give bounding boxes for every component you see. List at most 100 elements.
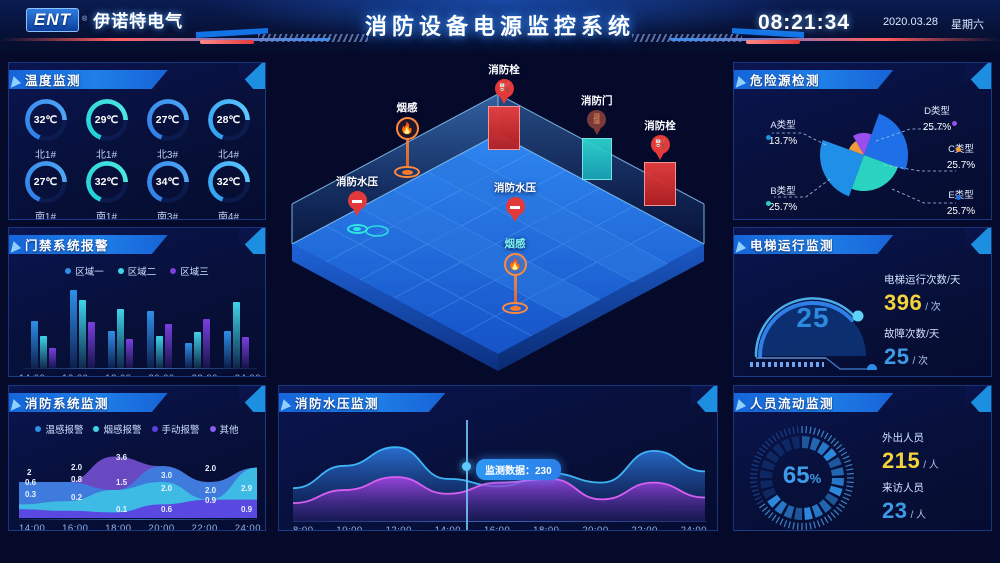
temperature-item[interactable]: 34℃ 南3# <box>137 161 198 220</box>
temperature-label: 南3# <box>156 212 179 220</box>
donut-tick <box>809 426 812 434</box>
marker-fire-door[interactable]: 消防门 🚪 <box>581 93 613 180</box>
legend-item[interactable]: 区域一 <box>65 264 104 278</box>
hydrant-glyph-icon: ⛽ <box>497 83 511 94</box>
legend-item[interactable]: 其他 <box>209 422 239 436</box>
donut-tick <box>768 437 774 444</box>
header-hatch-right <box>632 34 742 42</box>
donut-tick <box>796 522 799 530</box>
pie-slice[interactable] <box>848 141 864 155</box>
pie-label: D类型 25.7% <box>906 105 968 135</box>
donut-segment <box>818 499 832 513</box>
temperature-value: 27℃ <box>33 176 58 188</box>
legend-item[interactable]: 手动报警 <box>151 422 200 436</box>
donut-segment <box>783 504 795 519</box>
legend-item[interactable]: 烟感报警 <box>93 422 142 436</box>
pie-label: E类型 25.7% <box>930 189 991 219</box>
legend-label: 烟感报警 <box>103 425 142 436</box>
marker-smoke-detector-1[interactable]: 烟感 🔥 <box>394 100 420 178</box>
panel-body-fire-system: 温感报警 烟感报警 手动报警 其他 2 0.6 0.3 2.0 0.8 0.2 3.6 1.5… <box>9 416 265 530</box>
marker-label: 消防栓 <box>488 64 520 76</box>
temperature-item[interactable]: 29℃ 北1# <box>76 99 137 161</box>
donut-tick <box>787 427 791 435</box>
temperature-item[interactable]: 27℃ 北3# <box>137 99 198 161</box>
chart-tooltip: 监测数据：230 <box>476 459 561 480</box>
clock: 08:21:34 <box>757 11 850 34</box>
pie-label-percent: 25.7% <box>922 121 952 133</box>
pie-slice[interactable] <box>851 155 898 191</box>
axis-tick-label: 12:00 <box>385 525 412 531</box>
donut-tick <box>783 428 788 436</box>
legend-label: 其他 <box>219 425 239 436</box>
bar-group[interactable] <box>185 318 210 368</box>
donut-tick <box>764 440 771 447</box>
pie-label: A类型 13.7% <box>752 119 814 149</box>
donut-segment <box>831 478 844 487</box>
donut-tick <box>771 514 777 521</box>
rose-pie-chart: A类型 13.7% B类型 25.7% C类型 25.7% D类型 25.7% E类型 … <box>734 93 991 219</box>
pie-slice[interactable] <box>853 133 872 155</box>
building-3d-view[interactable]: 烟感 🔥 消防栓 ⛽ 消防门 🚪 消防栓 ⛽ 消防水压 ▬ <box>274 56 722 376</box>
temperature-item[interactable]: 32℃ 南4# <box>198 161 259 219</box>
bar <box>117 308 124 368</box>
pie-leader-line <box>891 188 956 204</box>
marker-label: 消防栓 <box>644 120 676 132</box>
pressure-pin-icon: ▬ <box>505 197 525 222</box>
axis-tick-label: 8:00 <box>293 525 314 531</box>
chart-highlight-point[interactable] <box>462 462 471 471</box>
pie-label-name: C类型 <box>948 144 974 155</box>
donut-tick <box>775 432 781 440</box>
legend-item[interactable]: 温感报警 <box>35 422 83 436</box>
donut-tick <box>845 463 853 467</box>
gauge-glyph-icon: ▬ <box>352 195 362 206</box>
kpi-label: 电梯运行次数/天 <box>884 274 961 286</box>
brand-logo[interactable]: ENT ® 伊诺特电气 <box>26 7 183 32</box>
donut-tick <box>816 520 821 528</box>
marker-water-pressure-1[interactable]: 消防水压 ▬ <box>336 174 378 234</box>
marker-hydrant-1[interactable]: 消防栓 ⛽ <box>488 62 520 150</box>
weekday: 星期六 <box>951 19 984 31</box>
legend-item[interactable]: 区域二 <box>117 264 156 278</box>
donut-tick <box>750 472 758 475</box>
legend-label: 区域一 <box>75 267 104 278</box>
temperature-item[interactable]: 32℃ 北1# <box>15 99 76 161</box>
fire-door-red <box>488 106 520 150</box>
legend-item[interactable]: 区域三 <box>170 264 209 278</box>
water-area-chart <box>293 446 705 522</box>
bar-group[interactable] <box>69 290 95 368</box>
temperature-item[interactable]: 32℃ 南1# <box>76 161 137 219</box>
panel-title-people-flow: 人员流动监测 <box>750 397 835 411</box>
legend-color-dot <box>170 268 177 274</box>
door-pin-icon: 🚪 <box>587 110 607 135</box>
kpi-label: 故障次数/天 <box>884 328 940 340</box>
kpi-people-visitors: 来访人员 23/ 人 <box>882 480 926 524</box>
donut-tick <box>771 435 777 442</box>
area-fill <box>293 477 705 522</box>
axis-tick-label: 22:00 <box>192 373 218 376</box>
donut-segment <box>827 457 842 469</box>
bar-group[interactable] <box>31 320 56 368</box>
bar-group[interactable] <box>108 308 133 368</box>
axis-tick-label: 14:00 <box>434 525 462 531</box>
bar-group[interactable] <box>146 310 172 368</box>
pie-label-percent: 25.7% <box>768 201 798 213</box>
pie-slice[interactable] <box>864 113 908 171</box>
donut-tick <box>783 520 788 528</box>
building-3d-svg <box>291 93 705 371</box>
kpi-value: 23 <box>882 498 908 523</box>
marker-water-pressure-2[interactable]: 消防水压 ▬ <box>494 180 536 222</box>
marker-smoke-detector-2[interactable]: 烟感 🔥 <box>502 236 528 314</box>
marker-label: 消防水压 <box>494 182 536 194</box>
temperature-item[interactable]: 27℃ 南1# <box>15 161 76 219</box>
pie-slice[interactable] <box>820 139 864 197</box>
bar-group[interactable] <box>223 302 249 368</box>
donut-tick <box>820 518 825 526</box>
marker-hydrant-2[interactable]: 消防栓 ⛽ <box>644 118 676 206</box>
panel-title-danger-source: 危险源检测 <box>750 74 821 88</box>
temperature-item[interactable]: 28℃ 北4# <box>198 99 259 161</box>
logo-mark: ENT <box>26 7 79 32</box>
donut-tick <box>813 521 817 529</box>
header-wedge-left <box>196 28 268 38</box>
legend-label: 区域三 <box>180 267 209 278</box>
fire-door-cyan <box>581 138 612 180</box>
